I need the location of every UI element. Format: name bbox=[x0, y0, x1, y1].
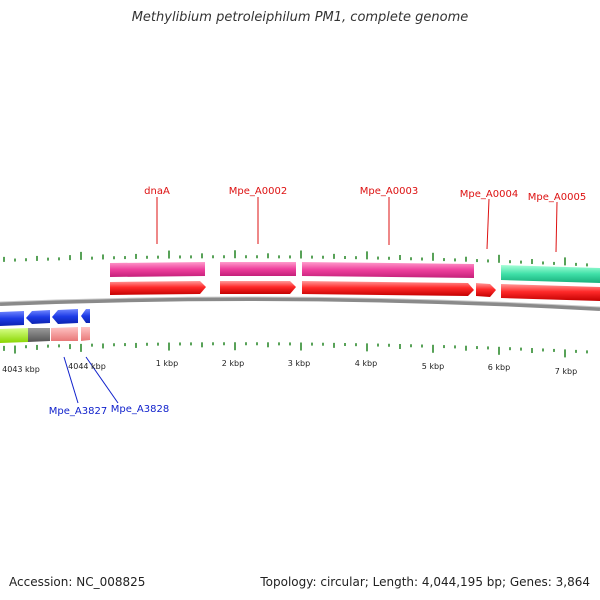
gene-label-Mpe_A3828[interactable]: Mpe_A3828 bbox=[111, 404, 169, 415]
reverse-gene-track bbox=[0, 309, 90, 326]
accession-label: Accession: NC_008825 bbox=[9, 575, 146, 589]
gene-arrow-Mpe_A3828[interactable] bbox=[81, 309, 90, 323]
gene-label-Mpe_A0003[interactable]: Mpe_A0003 bbox=[360, 186, 418, 197]
genome-backbone bbox=[0, 297, 600, 311]
cds-feature-Mpe_A0002[interactable] bbox=[220, 262, 296, 276]
gene-label-Mpe_A0005[interactable]: Mpe_A0005 bbox=[528, 192, 586, 203]
genome-summary-label: Topology: circular; Length: 4,044,195 bp… bbox=[260, 575, 590, 589]
cds-feature-reverse-lime[interactable] bbox=[0, 328, 28, 343]
cds-feature-dnaA[interactable] bbox=[110, 262, 205, 277]
cds-feature-Mpe_A3827[interactable] bbox=[51, 327, 78, 341]
cds-feature-track bbox=[110, 262, 600, 283]
reverse-cds-feature-track bbox=[0, 327, 90, 343]
forward-gene-track bbox=[110, 281, 600, 301]
scale-label-7kbp: 7 kbp bbox=[555, 367, 577, 376]
gene-arrow-Mpe_A0005[interactable] bbox=[501, 284, 600, 301]
gene-arrow-reverse-2[interactable] bbox=[26, 310, 50, 324]
gene-label-Mpe_A3827[interactable]: Mpe_A3827 bbox=[49, 406, 107, 417]
genome-backbone-highlight bbox=[0, 296, 600, 308]
cds-feature-Mpe_A0003[interactable] bbox=[302, 262, 474, 278]
forward-gene-labels: dnaA Mpe_A0002 Mpe_A0003 Mpe_A0004 Mpe_A… bbox=[144, 186, 586, 253]
scale-label-3kbp: 3 kbp bbox=[288, 359, 310, 368]
genome-title: Methylibium petroleiphilum PM1, complete… bbox=[131, 10, 469, 25]
scale-label-4044kbp: 4044 kbp bbox=[68, 362, 106, 371]
gene-arrow-Mpe_A0004[interactable] bbox=[476, 283, 496, 297]
forward-scale-ticks bbox=[3, 250, 588, 267]
cds-feature-reverse-grey[interactable] bbox=[28, 328, 50, 342]
gene-arrow-dnaA[interactable] bbox=[110, 281, 206, 295]
gene-arrow-Mpe_A3827[interactable] bbox=[52, 309, 78, 324]
scale-label-6kbp: 6 kbp bbox=[488, 363, 510, 372]
cds-feature-Mpe_A0005[interactable] bbox=[501, 265, 600, 283]
gene-label-Mpe_A0002[interactable]: Mpe_A0002 bbox=[229, 186, 287, 197]
gene-arrow-Mpe_A0002[interactable] bbox=[220, 281, 296, 294]
scale-label-2kbp: 2 kbp bbox=[222, 359, 244, 368]
gene-arrow-Mpe_A0003[interactable] bbox=[302, 281, 474, 296]
scale-label-1kbp: 1 kbp bbox=[156, 359, 178, 368]
cds-feature-Mpe_A3828[interactable] bbox=[81, 327, 90, 341]
scale-labels: 4043 kbp 4044 kbp 1 kbp 2 kbp 3 kbp 4 kb… bbox=[2, 359, 577, 376]
gene-label-dnaA[interactable]: dnaA bbox=[144, 186, 170, 197]
reverse-gene-labels: Mpe_A3827 Mpe_A3828 bbox=[49, 356, 169, 417]
scale-label-4kbp: 4 kbp bbox=[355, 359, 377, 368]
reverse-scale-ticks bbox=[3, 342, 588, 358]
scale-label-4043kbp: 4043 kbp bbox=[2, 365, 40, 374]
gene-arrow-reverse-1[interactable] bbox=[0, 311, 24, 326]
gene-label-Mpe_A0004[interactable]: Mpe_A0004 bbox=[460, 189, 518, 200]
scale-label-5kbp: 5 kbp bbox=[422, 362, 444, 371]
